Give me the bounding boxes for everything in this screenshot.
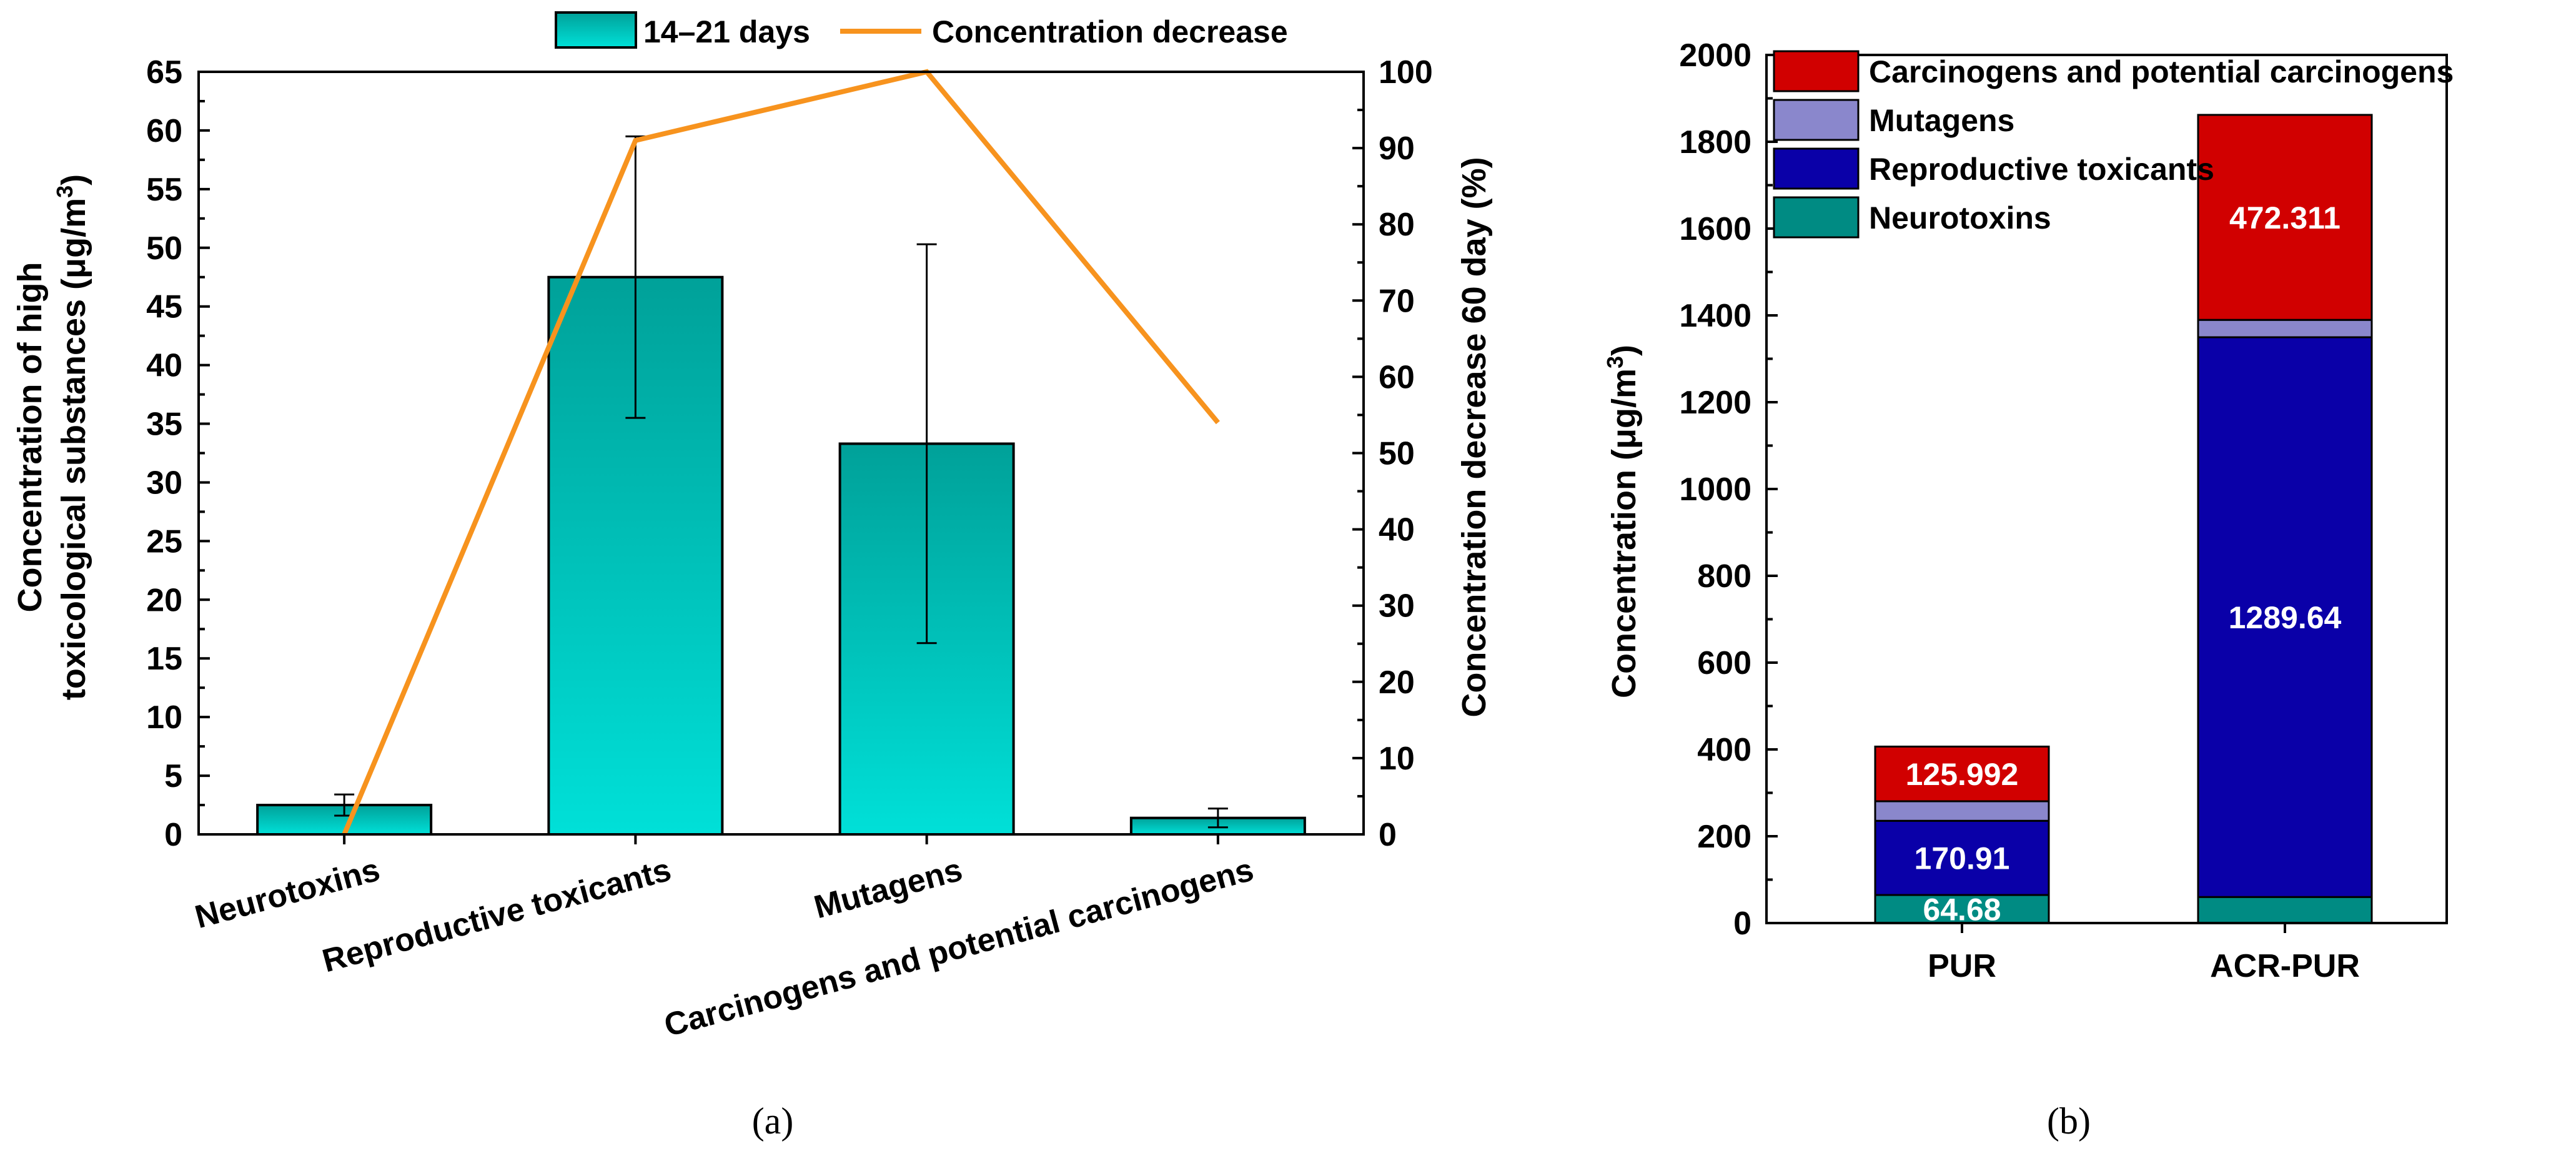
y-tick-label-a: 45 [146, 289, 182, 325]
data-labels-b: 64.68 170.91 125.992 1289.64 472.311 [1906, 200, 2342, 927]
stacked-bars-b [1874, 114, 2373, 924]
y-tick-label-b: 200 [1697, 819, 1751, 855]
y-tick-label-a: 15 [146, 641, 182, 677]
legend-swatch-mutagens [1773, 99, 1860, 141]
y-tick-label-b: 0 [1733, 906, 1751, 942]
segment-acr-pur-carcinogens-and-potential-carcinogens [2197, 114, 2373, 321]
concentration-decrease-line [342, 69, 1220, 836]
segment-acr-pur-reproductive-toxicants [2197, 336, 2373, 898]
y-tick-labels-a: 0 5 10 15 20 25 30 35 40 45 50 55 60 65 [146, 54, 182, 853]
legend-swatch-carcinogens-and-potential-carcinogens [1773, 50, 1860, 92]
y2-tick-label-a: 60 [1379, 359, 1415, 395]
segment-acr-pur-neurotoxins [2197, 896, 2373, 924]
y-tick-label-b: 1800 [1679, 124, 1751, 161]
legend-b: Carcinogens and potential carcinogens Mut… [1773, 50, 2454, 239]
x-tick-label-neurotoxins: Neurotoxins [191, 852, 384, 936]
y-tick-label-b: 800 [1697, 558, 1751, 595]
axes-a [197, 71, 1365, 844]
y2-tick-label-a: 30 [1379, 588, 1415, 625]
y-tick-labels-b: 0 200 400 600 800 1000 1200 1400 1600 1800 2000 [1679, 37, 1751, 942]
data-label-acr-pur-carcinogens-and-potential-carcinogens: 472.311 [2229, 200, 2341, 235]
y-tick-label-a: 35 [146, 407, 182, 443]
y2-tick-label-a: 80 [1379, 207, 1415, 243]
segment-pur-reproductive-toxicants [1874, 819, 2050, 896]
legend-label-neurotoxins: Neurotoxins [1869, 200, 2051, 235]
x-tick-label-pur: PUR [1928, 948, 1996, 984]
y-tick-label-b: 1600 [1679, 211, 1751, 247]
data-label-pur-carcinogens-and-potential-carcinogens: 125.992 [1906, 757, 2019, 792]
y2-tick-label-a: 20 [1379, 664, 1415, 701]
x-tick-labels-b: PUR ACR-PUR [1928, 948, 2360, 984]
legend-label-bar: 14–21 days [643, 14, 810, 49]
x-tick-label-mutagens: Mutagens [810, 852, 966, 926]
bars-a [256, 275, 1306, 836]
y-tick-label-b: 2000 [1679, 37, 1751, 74]
y-axis-label-b: Concentration (μg/m3) [1602, 345, 1643, 698]
y2-tick-label-a: 70 [1379, 283, 1415, 319]
legend-swatch-bar [555, 11, 637, 49]
error-bars-a [334, 135, 1228, 829]
y-tick-label-a: 65 [146, 54, 182, 91]
y2-tick-labels-a: 0 10 20 30 40 50 60 70 80 90 100 [1379, 54, 1433, 853]
y-axis-label-a-line1: Concentration of high [11, 262, 49, 613]
y-tick-label-a: 10 [146, 699, 182, 736]
chart-b: 64.68 170.91 125.992 1289.64 472.311 0 200 400… [1602, 37, 2454, 1142]
axes-b [1765, 54, 2448, 933]
legend-label-mutagens: Mutagens [1869, 103, 2014, 138]
y-tick-label-a: 5 [164, 758, 182, 794]
y2-tick-label-a: 50 [1379, 436, 1415, 472]
y2-tick-label-a: 0 [1379, 817, 1397, 853]
y-tick-label-b: 1400 [1679, 298, 1751, 334]
y-tick-label-a: 50 [146, 230, 182, 267]
legend-label-reproductive-toxicants: Reproductive toxicants [1869, 152, 2214, 187]
y-tick-label-a: 20 [146, 582, 182, 618]
data-label-pur-reproductive-toxicants: 170.91 [1915, 841, 2010, 876]
chart-a: 0 5 10 15 20 25 30 35 40 45 50 55 60 65 0 10 20 30 40 50 60… [11, 11, 1493, 1142]
y-tick-label-a: 40 [146, 348, 182, 384]
segment-pur-carcinogens-and-potential-carcinogens [1874, 745, 2050, 803]
y2-tick-label-a: 40 [1379, 512, 1415, 548]
panel-label-b: (b) [2047, 1100, 2091, 1142]
y-tick-label-b: 1200 [1679, 385, 1751, 421]
y2-tick-label-a: 10 [1379, 741, 1415, 777]
x-tick-label-acr-pur: ACR-PUR [2210, 948, 2360, 984]
y2-axis-label-a: Concentration decrease 60 day (%) [1455, 157, 1493, 717]
y-tick-label-b: 600 [1697, 645, 1751, 681]
legend-label-carcinogens-and-potential-carcinogens: Carcinogens and potential carcinogens [1869, 54, 2454, 89]
y-tick-label-b: 1000 [1679, 472, 1751, 508]
segment-pur-mutagens [1874, 800, 2050, 822]
y-tick-label-a: 25 [146, 523, 182, 560]
y-tick-label-a: 0 [164, 817, 182, 853]
y-tick-label-a: 60 [146, 113, 182, 149]
legend-swatch-neurotoxins [1773, 196, 1860, 239]
legend-a: 14–21 days Concentration decrease [555, 11, 1288, 49]
y-tick-label-a: 55 [146, 172, 182, 208]
panel-label-a: (a) [752, 1100, 794, 1142]
y2-tick-label-a: 100 [1379, 54, 1433, 91]
legend-swatch-reproductive-toxicants [1773, 147, 1860, 190]
y-tick-label-a: 30 [146, 465, 182, 501]
y-tick-label-b: 400 [1697, 732, 1751, 768]
plot-frame-a [197, 71, 1365, 836]
segment-acr-pur-mutagens [2197, 319, 2373, 338]
y-axis-label-a-line2: toxicological substances (μg/m3) [52, 174, 92, 700]
data-label-acr-pur-reproductive-toxicants: 1289.64 [2229, 600, 2342, 635]
legend-label-line: Concentration decrease [932, 14, 1288, 49]
data-label-pur-neurotoxins: 64.68 [1923, 892, 2001, 927]
y2-tick-label-a: 90 [1379, 131, 1415, 167]
